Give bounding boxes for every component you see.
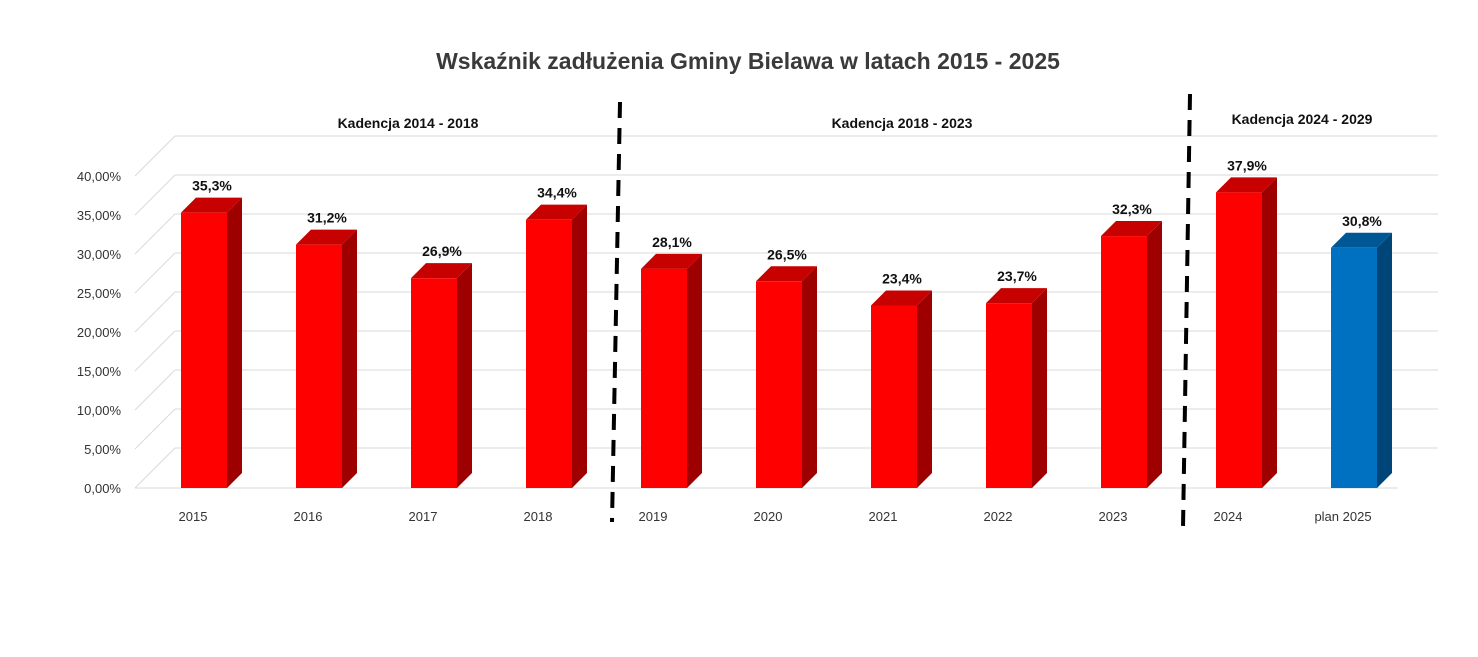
bar-top [296,229,357,245]
x-tick-label: 2018 [524,509,553,524]
term-label: Kadencja 2018 - 2023 [832,115,973,131]
bar-2021: 23,4% [871,270,932,488]
data-label: 35,3% [192,178,232,194]
bar-2023: 32,3% [1101,201,1162,488]
y-tick-label: 5,00% [84,442,121,457]
bar-side [342,229,357,488]
grid-line-diagonal [134,135,176,177]
bar-side [457,263,472,488]
term-label: Kadencja 2024 - 2029 [1232,111,1373,127]
y-tick-label: 15,00% [77,364,122,379]
grid-line-diagonal [134,291,176,333]
x-tick-label: 2022 [984,509,1013,524]
term-labels: Kadencja 2014 - 2018 Kadencja 2018 - 2023… [338,111,1373,131]
bar-2020: 26,5% [756,246,817,488]
y-tick-label: 35,00% [77,208,122,223]
bar-side [687,253,702,488]
y-tick-label: 20,00% [77,325,122,340]
data-label: 23,4% [882,270,922,286]
bar-side [917,290,932,488]
x-tick-label: 2019 [639,509,668,524]
data-label: 32,3% [1112,201,1152,217]
bar-top [411,263,472,279]
bar-top [526,204,587,220]
data-label: 26,9% [422,243,462,259]
x-tick-label: 2020 [754,509,783,524]
data-label: 23,7% [997,268,1037,284]
data-label: 28,1% [652,234,692,250]
bar-front [756,281,802,488]
bar-2019: 28,1% [641,234,702,488]
x-tick-label: 2021 [869,509,898,524]
bar-side [1262,177,1277,488]
bars: 35,3% 31,2% 26,9% 34,4% 28,1% 26,5% 23,4% 23,7%… [181,157,1392,488]
term-dividers [610,93,1192,529]
bar-side [227,197,242,488]
bar-plan-2025: 30,8% [1331,213,1392,488]
grid-line-diagonal [134,447,176,489]
bar-side [802,266,817,488]
bar-2015: 35,3% [181,178,242,488]
data-label: 37,9% [1227,157,1267,173]
bar-side [1377,232,1392,488]
bar-front [526,219,572,488]
bar-top [1101,221,1162,237]
y-tick-label: 0,00% [84,481,121,496]
bar-front [641,268,687,488]
grid-line-diagonal [134,252,176,294]
bar-2022: 23,7% [986,268,1047,488]
data-label: 30,8% [1342,213,1382,229]
bar-front [181,212,227,488]
term-divider [1181,93,1192,529]
bar-2024: 37,9% [1216,157,1277,488]
bar-front [1216,192,1262,488]
bar-top [181,197,242,213]
chart-title: Wskaźnik zadłużenia Gminy Bielawa w lata… [436,48,1060,74]
grid-line-diagonal [134,174,176,216]
bar-front [1331,247,1377,488]
y-tick-label: 10,00% [77,403,122,418]
bar-2018: 34,4% [526,185,587,488]
grid-line-diagonal [134,369,176,411]
bar-top [1331,232,1392,248]
x-tick-label: 2015 [179,509,208,524]
grid-line-diagonal [134,330,176,372]
bar-2016: 31,2% [296,210,357,488]
grid-line-diagonal [134,408,176,450]
bar-side [1147,221,1162,488]
bar-front [296,244,342,488]
x-axis-ticks: 2015 2016 2017 2018 2019 2020 2021 2022 2023 2024… [179,509,1372,524]
x-tick-label: plan 2025 [1314,509,1371,524]
bar-top [1216,177,1277,193]
x-tick-label: 2017 [409,509,438,524]
bar-front [1101,236,1147,488]
y-tick-label: 25,00% [77,286,122,301]
bar-front [871,305,917,488]
grid-line-diagonal [134,213,176,255]
bar-2017: 26,9% [411,243,472,488]
bar-front [411,278,457,488]
data-label: 26,5% [767,246,807,262]
bar-top [871,290,932,306]
x-tick-label: 2024 [1214,509,1243,524]
x-tick-label: 2016 [294,509,323,524]
bar-top [641,253,702,269]
term-divider [610,101,622,523]
x-tick-label: 2023 [1099,509,1128,524]
bar-top [756,266,817,282]
y-axis-ticks: 0,00% 5,00% 10,00% 15,00% 20,00% 25,00% 30,00%… [77,169,122,496]
data-label: 34,4% [537,185,577,201]
data-label: 31,2% [307,210,347,226]
bar-front [986,303,1032,488]
y-tick-label: 40,00% [77,169,122,184]
y-tick-label: 30,00% [77,247,122,262]
bar-side [1032,288,1047,488]
bar-side [572,204,587,488]
bar-top [986,288,1047,304]
term-label: Kadencja 2014 - 2018 [338,115,479,131]
